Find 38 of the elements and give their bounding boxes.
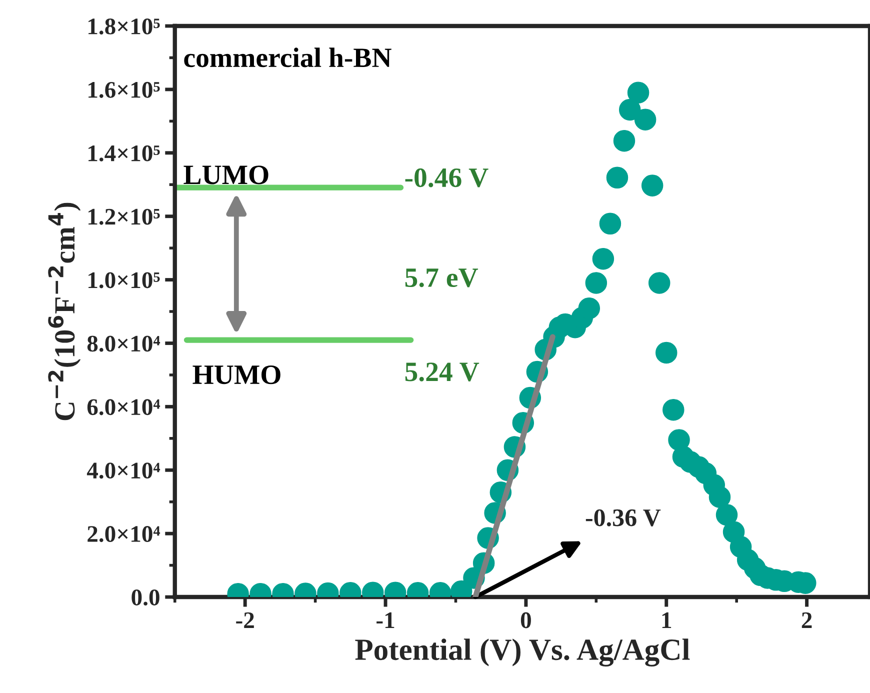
point: [606, 166, 628, 189]
point: [585, 272, 608, 294]
point: [662, 398, 684, 421]
annotation: HUMO: [192, 365, 280, 384]
point: [641, 174, 664, 196]
x-tick-label: 1: [662, 612, 672, 628]
x-tick-label: -1: [376, 612, 394, 628]
point: [716, 504, 738, 526]
annotation: 5.24 V: [405, 362, 480, 382]
x-tick-label: -2: [236, 612, 254, 628]
point: [578, 297, 600, 320]
point: [592, 248, 614, 270]
annotation: LUMO: [184, 166, 268, 184]
x-tick-label: 0: [520, 612, 531, 628]
point: [627, 82, 650, 104]
point: [655, 342, 678, 364]
y-tick-label: 1.0×10⁵: [88, 272, 160, 288]
y-tick-label: 1.8×10⁵: [88, 18, 160, 35]
y-tick-label: 6.0×10⁴: [87, 399, 160, 416]
y-tick-label: 8.0×10⁴: [87, 336, 160, 352]
x-tick-label: 2: [802, 612, 812, 628]
annotation: -0.46 V: [405, 168, 488, 188]
point: [599, 212, 622, 235]
point: [708, 486, 731, 508]
y-tick-label: 4.0×10⁴: [86, 462, 160, 479]
y-tick-label: 2.0×10⁴: [88, 526, 160, 542]
y-tick-label: 0.0: [132, 590, 160, 606]
x-axis-title: Potential (V) Vs. Ag/AgCl: [355, 638, 690, 667]
y-tick-label: 1.6×10⁵: [88, 82, 160, 98]
y-tick-label: 1.2×10⁵: [88, 208, 160, 225]
point: [634, 108, 656, 130]
annotation: commercial h-BN: [184, 48, 392, 68]
point: [648, 272, 670, 294]
text: C$^{−2}$(10$^{6}$F$^{−2}$cm$^{4}$): [48, 202, 81, 420]
point: [613, 130, 636, 152]
annotation: -0.36 V: [586, 509, 661, 526]
annotation: 5.7 eV: [405, 268, 478, 288]
y-tick-label: 1.4×10⁵: [88, 145, 160, 162]
